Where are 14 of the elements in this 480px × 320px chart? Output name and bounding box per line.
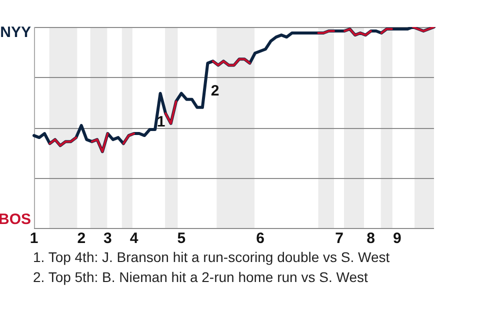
x-tick-label: 4	[130, 230, 139, 248]
x-tick-label: 1	[30, 230, 38, 248]
text: NYY	[0, 24, 31, 42]
x-tick-label: 5	[177, 230, 186, 248]
annotation: 2	[210, 82, 220, 100]
x-tick-label: 8	[366, 230, 376, 248]
text: 1. Top 4th: J. Branson hit a run-scoring double vs S. West	[33, 248, 391, 267]
text: 2. Top 5th: B. Nieman hit a 2-run home run vs S. West	[33, 268, 369, 287]
x-tick-label: 7	[335, 230, 344, 248]
x-tick-label: 9	[392, 230, 402, 248]
x-tick-label: 2	[77, 230, 86, 248]
x-tick-label: 3	[104, 230, 112, 248]
annotation: 1	[156, 114, 166, 131]
x-tick-label: 6	[256, 230, 264, 248]
